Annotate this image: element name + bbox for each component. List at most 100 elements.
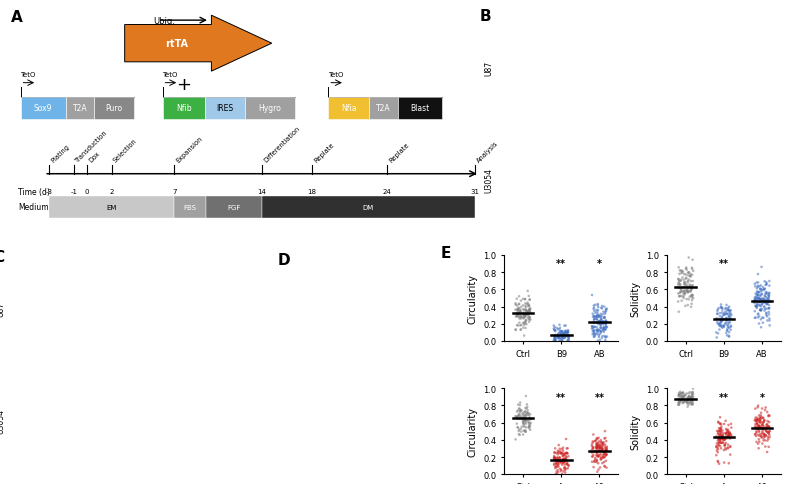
Point: [590, 443, 603, 451]
Point: [677, 287, 690, 295]
Point: [724, 316, 736, 323]
Point: [585, 458, 598, 466]
Point: [591, 468, 604, 476]
Point: [681, 289, 694, 297]
Point: [754, 316, 767, 323]
Point: [516, 410, 529, 418]
Point: [553, 326, 566, 333]
Point: [762, 423, 775, 430]
Point: [681, 398, 694, 406]
Point: [715, 426, 727, 434]
Point: [522, 423, 535, 431]
Point: [586, 328, 599, 335]
Point: [763, 427, 776, 435]
Point: [595, 317, 608, 324]
Point: [757, 295, 769, 302]
Point: [548, 332, 560, 340]
Point: [587, 323, 600, 331]
Point: [710, 315, 723, 322]
Point: [554, 465, 567, 473]
Point: [757, 432, 770, 440]
Point: [712, 320, 725, 328]
Point: [521, 409, 533, 417]
Point: [592, 326, 604, 334]
Point: [711, 310, 724, 318]
Point: [759, 293, 772, 301]
Point: [754, 306, 767, 314]
Point: [514, 322, 526, 330]
Point: [518, 426, 531, 434]
Point: [518, 312, 531, 320]
Point: [763, 424, 776, 432]
Point: [724, 326, 737, 334]
Point: [509, 436, 522, 443]
Point: [756, 440, 768, 448]
Point: [758, 431, 771, 439]
Point: [563, 333, 575, 341]
Point: [558, 450, 570, 458]
Point: [587, 328, 600, 335]
Point: [675, 395, 688, 403]
Point: [549, 463, 562, 470]
Point: [683, 389, 696, 396]
Point: [719, 441, 731, 449]
Point: [594, 464, 607, 471]
Point: [523, 306, 536, 314]
Point: [757, 286, 770, 293]
Point: [559, 464, 571, 472]
Point: [673, 278, 686, 286]
Point: [521, 401, 533, 408]
Point: [753, 418, 765, 426]
Point: [548, 449, 561, 457]
Point: [763, 322, 776, 330]
Point: [549, 335, 562, 343]
Point: [672, 392, 685, 400]
Point: [588, 323, 600, 331]
Point: [559, 449, 572, 457]
Point: [681, 288, 694, 296]
Point: [517, 309, 529, 317]
Point: [562, 331, 574, 339]
Point: [713, 321, 726, 329]
Point: [686, 399, 699, 407]
Point: [681, 399, 694, 407]
Point: [600, 323, 612, 331]
Point: [676, 390, 689, 397]
Point: [723, 329, 735, 336]
Point: [721, 428, 734, 436]
Point: [686, 395, 699, 403]
Point: [722, 427, 735, 435]
Point: [750, 302, 762, 310]
Point: [672, 290, 685, 298]
Point: [559, 457, 571, 465]
Point: [762, 294, 775, 302]
Point: [757, 284, 769, 291]
Point: [752, 416, 765, 424]
Point: [755, 288, 768, 296]
Point: [522, 311, 535, 318]
Point: [557, 458, 570, 466]
Point: [514, 407, 527, 414]
Point: [555, 337, 568, 345]
Point: [754, 423, 767, 431]
Point: [553, 321, 566, 329]
Point: [548, 337, 561, 345]
Point: [680, 396, 693, 404]
Point: [760, 294, 772, 302]
Point: [711, 439, 724, 447]
Point: [519, 307, 532, 315]
Point: [684, 273, 697, 281]
Point: [593, 453, 605, 460]
Point: [548, 454, 561, 462]
Point: [549, 333, 562, 341]
Point: [595, 304, 608, 312]
Point: [757, 418, 770, 425]
Point: [600, 324, 613, 332]
Point: [675, 270, 688, 277]
Point: [520, 310, 533, 318]
Point: [724, 434, 737, 442]
Point: [686, 397, 699, 405]
Point: [715, 421, 727, 428]
Point: [555, 458, 567, 466]
Point: [550, 449, 563, 457]
